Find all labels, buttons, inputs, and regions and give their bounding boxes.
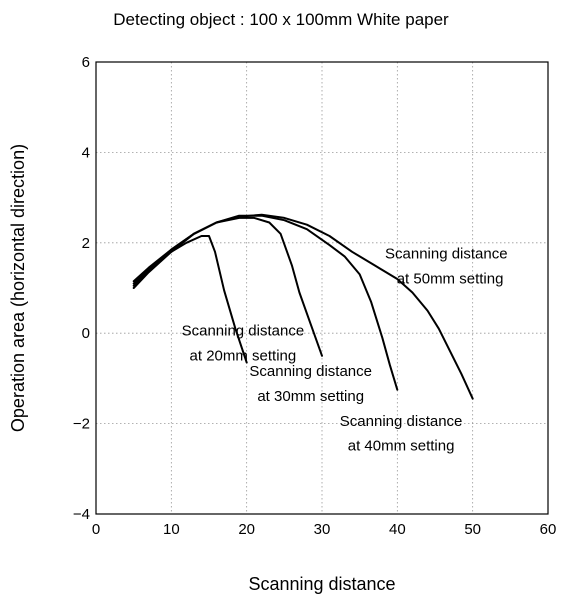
plot-area-frame [95, 61, 549, 515]
x-tick-label: 30 [314, 521, 331, 538]
series-line-50mm [132, 213, 474, 400]
chart-title: Detecting object : 100 x 100mm White pap… [113, 10, 449, 29]
y-tick-label: 4 [82, 144, 90, 161]
y-tick-label: 2 [82, 235, 90, 252]
x-tick-label: 60 [540, 521, 557, 538]
x-tick-label: 10 [163, 521, 180, 538]
y-tick-label: −4 [73, 506, 90, 523]
x-tick-label: 50 [464, 521, 481, 538]
annotation-30mm-line2: at 30mm setting [257, 388, 364, 405]
annotation-40mm-line1: Scanning distance [340, 413, 463, 430]
x-tick-label: 0 [92, 521, 100, 538]
y-axis-label: Operation area (horizontal direction) [8, 144, 28, 432]
y-tick-label: 0 [82, 325, 90, 342]
tick-labels: 0 10 20 30 40 50 60 −4 −2 0 2 4 6 [73, 54, 556, 538]
x-axis-label: Scanning distance [248, 574, 395, 594]
y-tick-label: −2 [73, 416, 90, 433]
grid [96, 62, 548, 514]
annotation-20mm-line2: at 20mm setting [190, 347, 297, 364]
annotation-30mm-line1: Scanning distance [249, 363, 372, 380]
annotation-40mm-line2: at 40mm setting [348, 438, 455, 455]
annotation-50mm-line2: at 50mm setting [397, 270, 504, 287]
x-tick-label: 20 [238, 521, 255, 538]
series-lines [132, 213, 474, 400]
annotation-50mm-line1: Scanning distance [385, 246, 508, 263]
series-line-20mm [132, 235, 248, 364]
annotation-20mm-line1: Scanning distance [182, 322, 305, 339]
y-tick-label: 6 [82, 54, 90, 71]
x-tick-label: 40 [389, 521, 406, 538]
